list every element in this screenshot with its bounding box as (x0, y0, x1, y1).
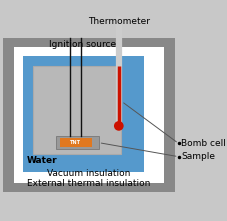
Circle shape (114, 121, 123, 131)
Text: Bomb cell: Bomb cell (180, 139, 225, 148)
Text: Water: Water (26, 156, 57, 165)
Text: TNT: TNT (70, 140, 81, 145)
Bar (23, 55, 144, 172)
Bar (56, 136, 98, 149)
Bar (3, 38, 174, 192)
Text: Vacuum insulation: Vacuum insulation (47, 169, 130, 178)
Text: Thermometer: Thermometer (87, 17, 149, 26)
Text: Sample: Sample (180, 152, 214, 161)
Text: Ignition source: Ignition source (49, 40, 116, 49)
Bar (59, 138, 91, 147)
Text: External thermal insulation: External thermal insulation (27, 179, 150, 188)
Bar (14, 47, 163, 183)
Bar (33, 66, 121, 154)
